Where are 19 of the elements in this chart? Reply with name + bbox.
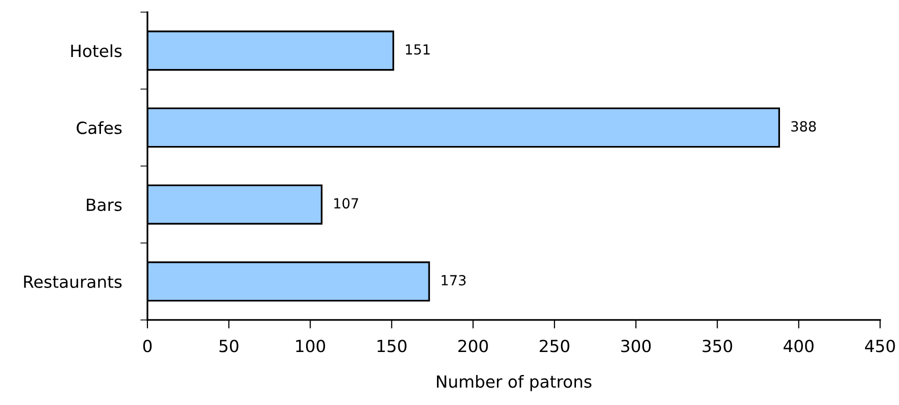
x-tick-label: 200 <box>458 340 488 352</box>
x-tick-label: 400 <box>784 340 814 352</box>
x-tick-label: 50 <box>220 340 238 352</box>
y-tick-label: Cafes <box>76 121 122 134</box>
data-label: 388 <box>791 121 816 132</box>
x-tick-label: 300 <box>621 340 651 352</box>
data-label: 107 <box>334 198 358 209</box>
x-tick-label: 150 <box>378 340 406 352</box>
y-tick-label: Restaurants <box>24 276 122 288</box>
x-tick-label: 450 <box>865 340 895 352</box>
y-tick-label: Hotels <box>71 44 122 58</box>
data-label: 173 <box>442 275 466 286</box>
data-label: 151 <box>406 44 430 55</box>
x-tick-label: 100 <box>296 340 326 352</box>
x-tick-label: 0 <box>143 340 152 352</box>
x-tick-label: 250 <box>540 340 570 352</box>
x-tick-label: 350 <box>702 340 732 352</box>
y-tick-label: Bars <box>86 198 122 212</box>
x-axis-title: Number of patrons <box>436 374 592 392</box>
